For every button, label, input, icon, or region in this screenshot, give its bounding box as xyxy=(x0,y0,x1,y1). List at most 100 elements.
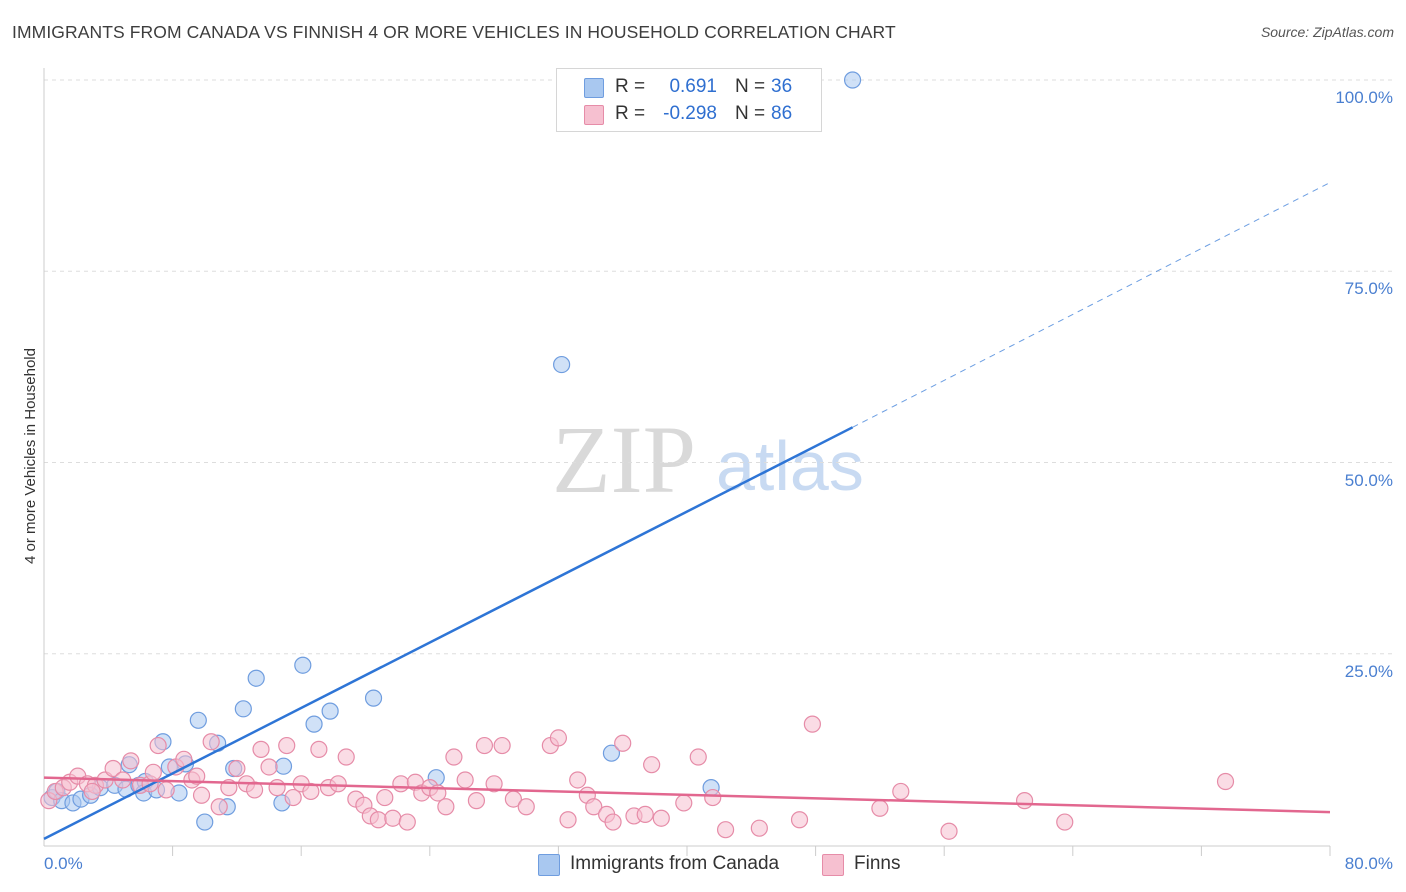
point-finns-24 xyxy=(245,781,264,799)
point-finns-10 xyxy=(122,752,140,770)
chart-title: IMMIGRANTS FROM CANADA VS FINNISH 4 OR M… xyxy=(12,22,896,42)
point-finns-59 xyxy=(559,811,577,829)
point-finns-77 xyxy=(871,799,889,817)
point-finns-69 xyxy=(652,809,670,827)
trend-line-finns xyxy=(43,776,1331,814)
point-finns-72 xyxy=(704,788,722,807)
legend-n-label: N = xyxy=(735,76,766,97)
point-finns-81 xyxy=(1056,813,1074,831)
legend-n-label: N = xyxy=(735,103,766,124)
point-finns-19 xyxy=(202,733,220,751)
point-finns-29 xyxy=(284,788,302,807)
point-finns-83 xyxy=(83,782,101,801)
point-finns-65 xyxy=(614,734,632,752)
point-finns-60 xyxy=(569,771,587,789)
point-finns-73 xyxy=(716,821,735,839)
y-tick-label-50: 50.0% xyxy=(1345,471,1393,490)
point-finns-22 xyxy=(228,759,246,778)
point-finns-39 xyxy=(369,811,387,829)
point-finns-27 xyxy=(268,779,286,797)
point-finns-53 xyxy=(485,775,503,793)
point-finns-48 xyxy=(437,798,455,816)
point-finns-76 xyxy=(803,715,821,733)
point-finns-58 xyxy=(549,729,568,747)
point-finns-25 xyxy=(252,740,270,758)
point-finns-42 xyxy=(392,775,410,793)
watermark-atlas: atlas xyxy=(716,427,864,505)
point-canada-33 xyxy=(602,744,621,762)
legend-swatch-canada xyxy=(584,78,604,98)
point-finns-50 xyxy=(456,771,474,789)
correlation-legend: R = 0.691 N = 36 R = -0.298 N = 86 xyxy=(556,68,822,132)
point-finns-34 xyxy=(329,775,347,793)
point-canada-29 xyxy=(321,702,339,720)
point-finns-74 xyxy=(750,819,768,837)
point-finns-56 xyxy=(517,798,535,816)
axes xyxy=(43,68,1331,856)
point-canada-35 xyxy=(843,71,862,89)
y-tick-label-100: 100.0% xyxy=(1335,88,1393,107)
legend-swatch-canada xyxy=(538,854,560,876)
point-canada-27 xyxy=(294,656,312,674)
legend-n-value: 36 xyxy=(771,76,793,97)
point-finns-43 xyxy=(398,813,416,831)
legend-r-value: -0.298 xyxy=(663,103,717,124)
legend-n-value: 86 xyxy=(771,103,793,124)
point-finns-14 xyxy=(157,781,175,799)
point-finns-85 xyxy=(188,767,206,785)
point-finns-64 xyxy=(604,813,622,831)
x-tick-label-max: 80.0% xyxy=(1345,854,1393,873)
y-tick-label-75: 75.0% xyxy=(1345,279,1393,298)
point-finns-13 xyxy=(149,736,167,755)
point-canada-32 xyxy=(553,355,571,374)
data-points xyxy=(40,71,1235,840)
point-canada-18 xyxy=(189,711,207,729)
point-finns-31 xyxy=(302,782,320,801)
point-finns-68 xyxy=(643,756,661,774)
tick-labels: 0.0% 80.0% 25.0% 50.0% 75.0% 100.0% xyxy=(44,88,1393,873)
legend-r-value: 0.691 xyxy=(669,76,717,97)
point-finns-51 xyxy=(467,792,486,810)
point-finns-78 xyxy=(892,782,910,801)
source-label: Source: ZipAtlas.com xyxy=(1260,24,1394,40)
point-finns-32 xyxy=(310,740,328,758)
legend-swatch-finns xyxy=(584,105,604,125)
point-finns-20 xyxy=(210,798,228,816)
x-tick-label-min: 0.0% xyxy=(44,854,83,873)
point-finns-84 xyxy=(144,763,162,781)
trend-line-canada-extension xyxy=(852,182,1331,428)
point-finns-52 xyxy=(475,736,494,755)
legend-label-finns: Finns xyxy=(854,853,901,874)
watermark-zip: ZIP xyxy=(552,406,696,513)
point-finns-62 xyxy=(585,798,603,816)
point-canada-26 xyxy=(274,757,293,775)
point-finns-82 xyxy=(1216,772,1235,791)
point-canada-19 xyxy=(196,813,214,831)
trend-line-canada xyxy=(43,426,854,840)
point-finns-67 xyxy=(636,805,654,824)
legend-row-finns: R = -0.298 N = 86 xyxy=(557,101,821,127)
point-finns-75 xyxy=(790,811,809,829)
legend-swatch-finns xyxy=(822,854,844,876)
point-canada-30 xyxy=(364,689,383,707)
grid-lines xyxy=(44,79,1394,655)
legend-row-canada: R = 0.691 N = 36 xyxy=(557,74,821,100)
point-finns-71 xyxy=(689,748,707,766)
point-finns-79 xyxy=(940,822,958,840)
point-finns-35 xyxy=(337,748,355,766)
point-finns-70 xyxy=(675,794,693,812)
legend-label-canada: Immigrants from Canada xyxy=(570,853,780,874)
point-finns-26 xyxy=(260,758,278,776)
point-finns-18 xyxy=(192,786,211,804)
point-canada-24 xyxy=(247,669,265,687)
legend-r-label: R = xyxy=(615,103,646,124)
point-finns-41 xyxy=(384,809,402,827)
legend-r-label: R = xyxy=(615,76,646,97)
y-tick-label-25: 25.0% xyxy=(1345,662,1393,681)
point-canada-23 xyxy=(234,700,252,718)
point-finns-8 xyxy=(104,759,122,778)
point-finns-80 xyxy=(1015,792,1034,810)
point-canada-28 xyxy=(305,715,323,733)
y-axis-label: 4 or more Vehicles in Household xyxy=(22,348,39,564)
